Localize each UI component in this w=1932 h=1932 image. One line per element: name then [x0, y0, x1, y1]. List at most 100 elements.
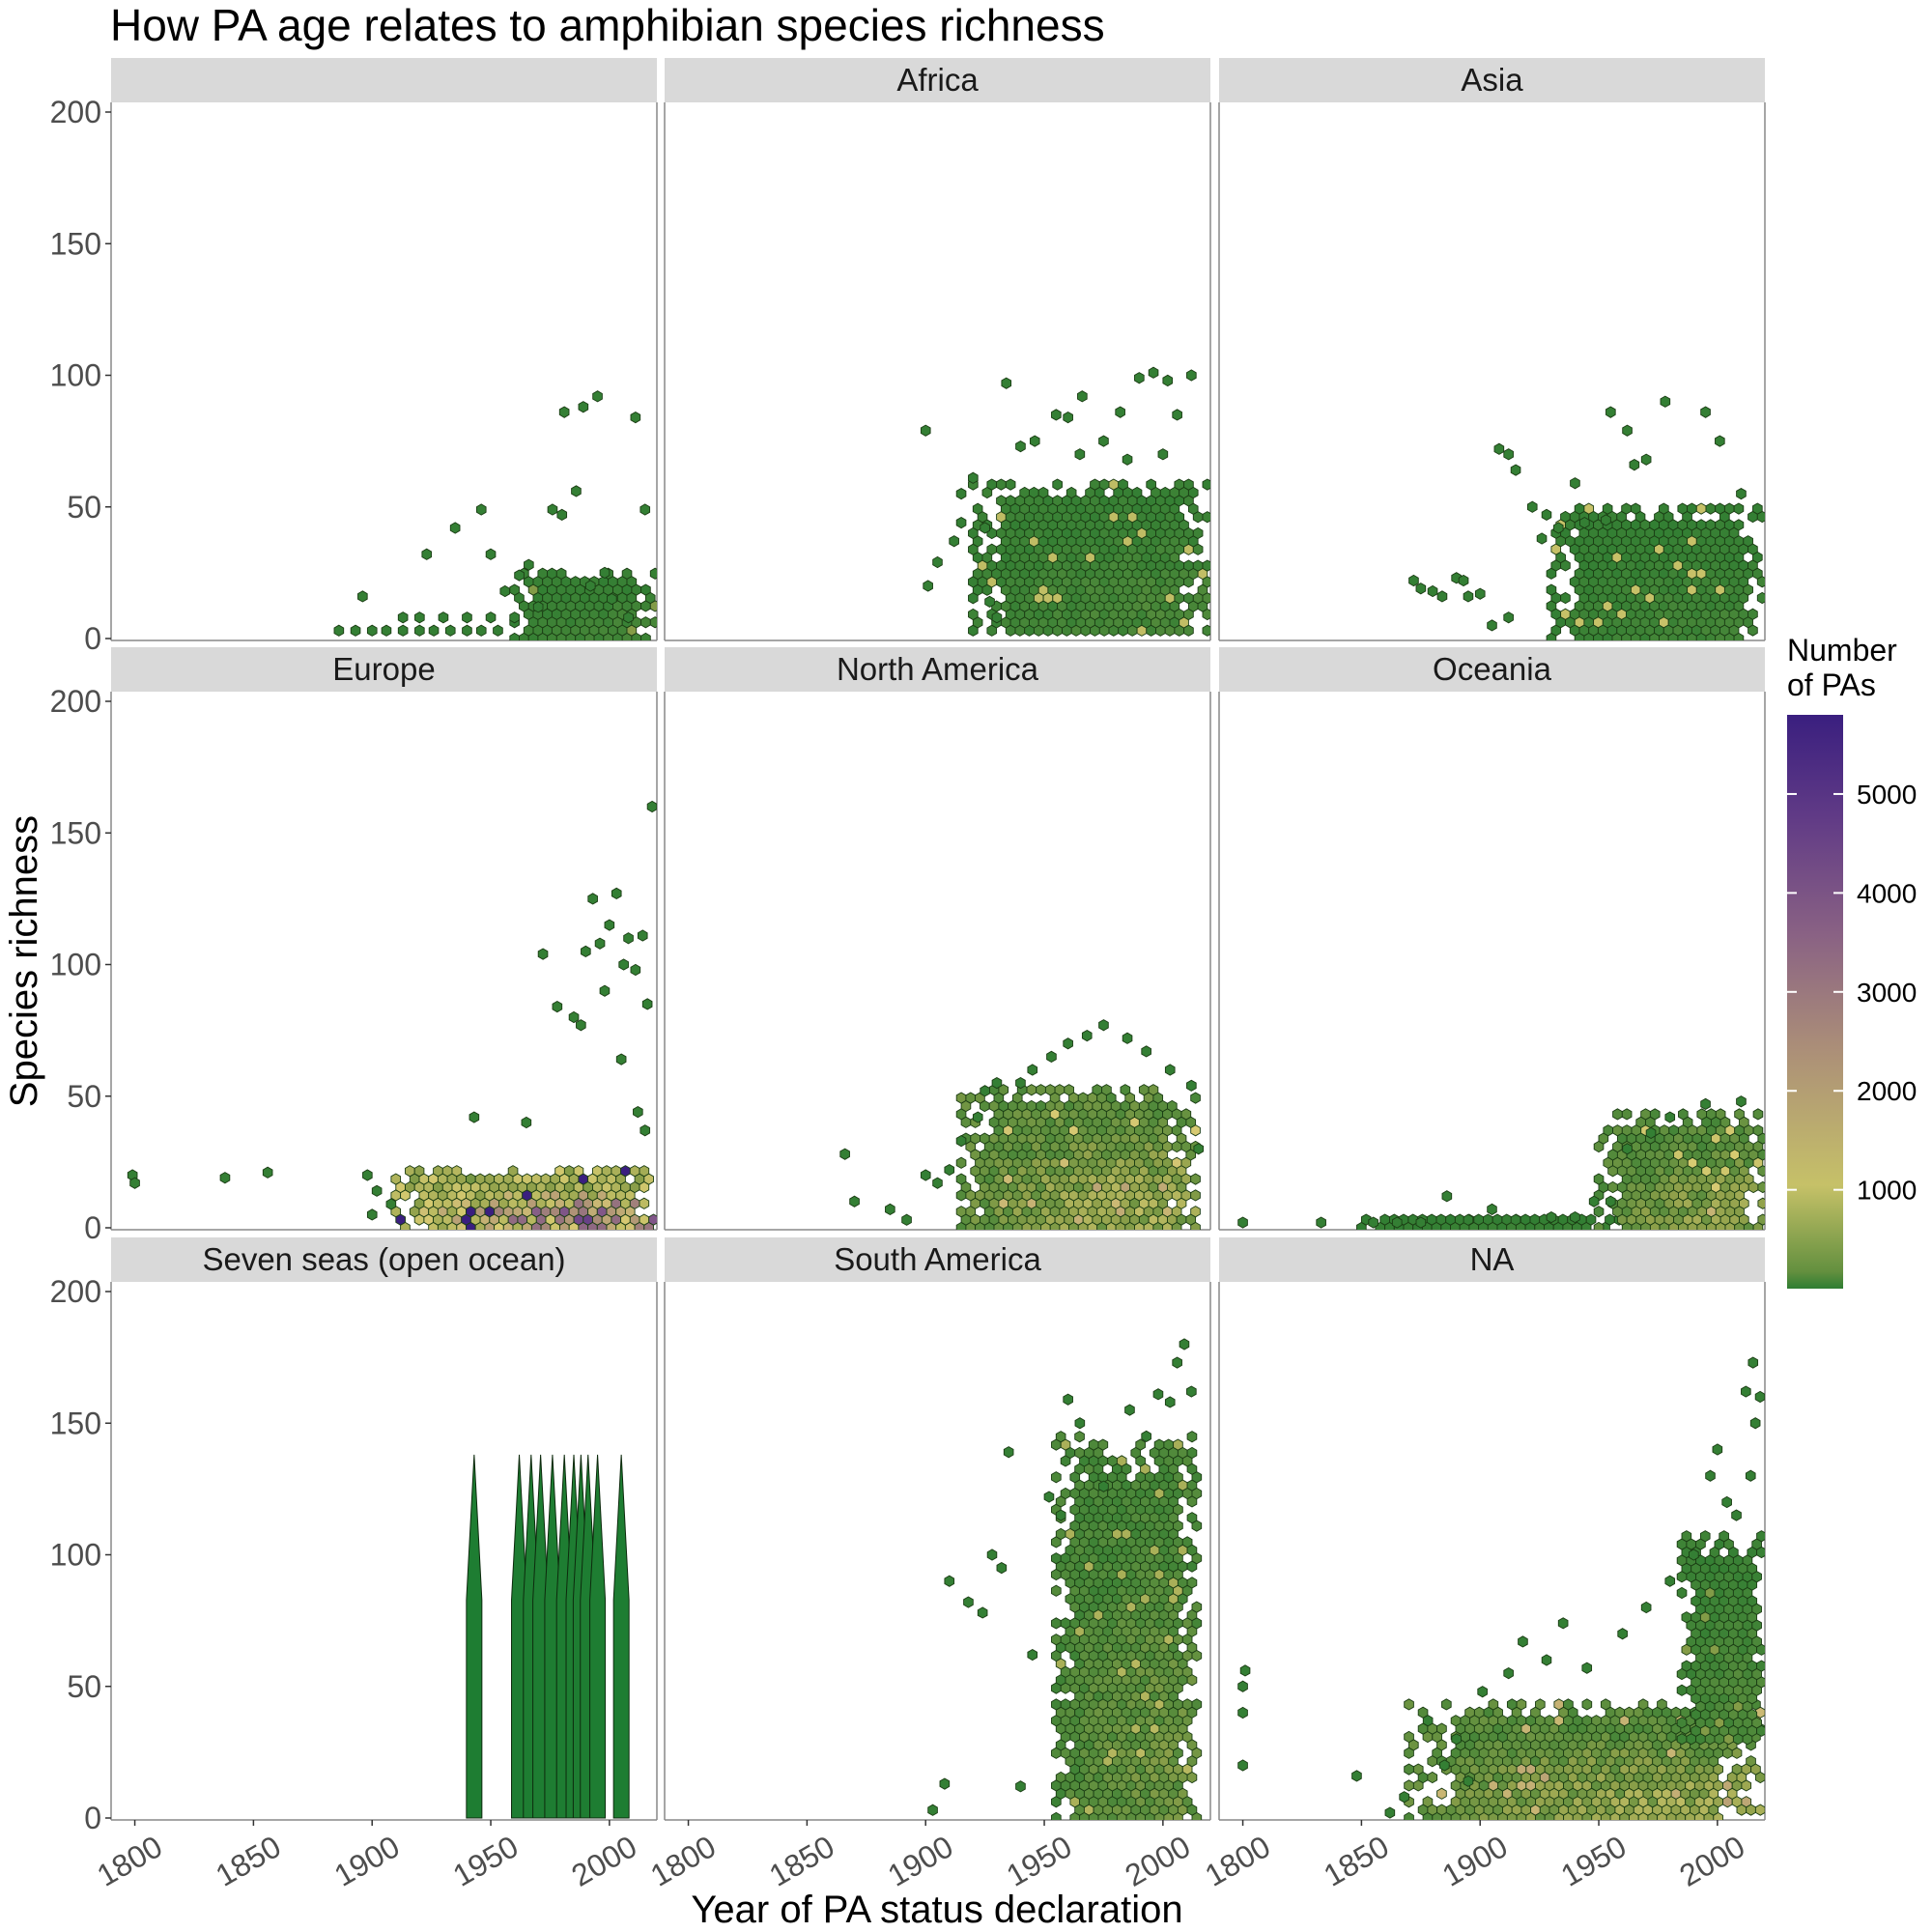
hex-bin	[1238, 1681, 1248, 1691]
hex-bin	[1701, 1098, 1711, 1109]
hex-bin	[1385, 1807, 1395, 1818]
hex-bin	[429, 625, 439, 636]
hex-bin	[987, 544, 997, 554]
hex-bin	[475, 1174, 485, 1184]
hex-bin	[1149, 1085, 1158, 1095]
hex-bin	[1181, 1109, 1191, 1120]
hex-bin	[902, 1214, 912, 1225]
hex-bin	[1179, 1339, 1189, 1350]
hex-bin	[1677, 1685, 1687, 1695]
legend-color-bar	[1787, 715, 1843, 1289]
hex-bin	[1748, 1357, 1758, 1368]
hex-bin	[1061, 1699, 1070, 1710]
hex-bin	[1488, 1204, 1497, 1214]
hex-bin	[1442, 1699, 1452, 1710]
hex-bin	[1436, 1214, 1446, 1225]
hex-bin	[1606, 1196, 1616, 1207]
hex-bin	[1428, 585, 1437, 596]
hex-bin	[541, 1174, 551, 1184]
hex-bin	[1504, 1668, 1514, 1679]
hex-bin	[622, 568, 632, 579]
hex-bin	[1716, 436, 1725, 446]
hex-bin	[515, 570, 525, 581]
hex-bin	[1045, 1085, 1055, 1095]
hex-bin	[1758, 1181, 1768, 1192]
hex-bin	[1109, 479, 1119, 490]
hex-bin	[1016, 1781, 1026, 1792]
hex-bin	[1400, 1792, 1409, 1803]
x-tick-label: 2000	[1120, 1829, 1197, 1893]
hex-bin	[980, 1086, 990, 1096]
hex-bin	[1536, 1699, 1546, 1710]
hex-bin	[1182, 1699, 1192, 1710]
hex-bin	[1613, 1125, 1623, 1136]
hex-bin	[1238, 1217, 1248, 1228]
facet-strip	[111, 58, 657, 102]
hex-bin	[1484, 1214, 1493, 1225]
hex-bin	[1641, 1109, 1651, 1120]
hex-bin	[1519, 1636, 1528, 1647]
facet-panel-7: South America1800 1850 1900 1950 2000	[644, 1237, 1210, 1893]
hex-bin	[1753, 503, 1763, 514]
hex-bin	[611, 1166, 621, 1177]
hex-bin	[605, 920, 614, 930]
hex-bin	[1665, 1576, 1675, 1586]
hex-bin	[650, 617, 660, 628]
hex-bin	[1682, 1531, 1691, 1542]
hex-bin	[1416, 583, 1426, 594]
hex-bin	[1690, 1549, 1699, 1560]
facet-panel-0: 0 50 100 150 200	[50, 58, 660, 656]
hex-bin	[1065, 1085, 1074, 1095]
hex-bin	[1459, 575, 1468, 585]
hex-bin	[1184, 479, 1194, 490]
hex-bin	[1650, 1109, 1660, 1120]
hex-bin	[639, 1214, 649, 1225]
hex-bin	[611, 888, 621, 898]
facet-panels: 0 50 100 150 200 Africa Asia Europe 0 50 100 150 200…	[50, 58, 1768, 1893]
hex-bin	[367, 625, 377, 636]
y-axis-title: Species richness	[3, 815, 45, 1107]
hex-bin	[1601, 1699, 1610, 1710]
facet-strip-label: Africa	[896, 62, 979, 98]
hex-bin	[641, 584, 651, 595]
hex-bin	[634, 1107, 643, 1118]
hex-bin	[1142, 1431, 1151, 1441]
facet-panel-4: North America	[665, 647, 1210, 1234]
hex-bin	[1409, 575, 1419, 585]
hex-bin	[434, 1166, 443, 1177]
hex-bin	[1658, 1699, 1667, 1710]
hex-bin	[1066, 487, 1076, 497]
hex-bin	[624, 933, 634, 944]
hex-bin	[1030, 487, 1039, 497]
hex-bin	[1750, 1418, 1760, 1429]
hex-bin	[1187, 1577, 1197, 1588]
hex-bin	[582, 946, 591, 956]
hex-bin	[1757, 1531, 1767, 1542]
hex-bin	[533, 602, 543, 612]
hex-bin	[1191, 1093, 1201, 1103]
hex-bin	[1622, 1109, 1632, 1120]
hex-bin	[956, 1136, 966, 1147]
hex-bin	[1706, 503, 1716, 514]
hex-bin	[1547, 584, 1556, 595]
hex-bin	[631, 412, 640, 423]
hex-bin	[538, 568, 548, 579]
hex-bin	[523, 1174, 532, 1184]
hex-bin	[1437, 1788, 1447, 1799]
hex-bin	[1352, 1771, 1362, 1781]
facet-strip-label: Seven seas (open ocean)	[202, 1241, 565, 1277]
hex-bin	[1605, 1214, 1615, 1225]
hex-bin	[382, 625, 391, 636]
facet-strip-label: South America	[834, 1241, 1041, 1277]
hex-bin	[1758, 1214, 1768, 1225]
hex-bin	[1002, 378, 1011, 388]
hex-bin	[1369, 1217, 1378, 1228]
hex-bin	[850, 1196, 860, 1207]
hex-bin	[500, 585, 510, 596]
hex-bin	[1135, 373, 1145, 384]
hex-bin	[1423, 1797, 1433, 1807]
hex-bin	[372, 1185, 382, 1196]
hex-bin	[969, 609, 979, 619]
hex-bin	[1238, 1760, 1248, 1771]
hex-bin	[1238, 1707, 1248, 1718]
